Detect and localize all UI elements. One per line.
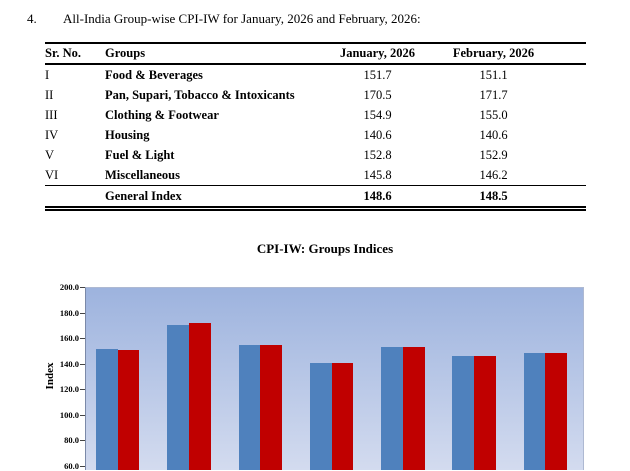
- cell-february: 171.7: [479, 87, 508, 102]
- section-heading-text: All-India Group-wise CPI-IW for January,…: [63, 11, 421, 26]
- y-tick-label: 180.0: [59, 307, 79, 318]
- cell-group: Food & Beverages: [105, 67, 203, 82]
- bar-series1-cat2: [167, 324, 189, 470]
- y-tick-label: 160.0: [59, 333, 79, 344]
- table-row: III Clothing & Footwear 154.9 155.0: [45, 105, 586, 125]
- y-tick-label: 200.0: [59, 282, 79, 292]
- cell-february: 146.2: [479, 167, 508, 182]
- y-tick-mark: [80, 338, 85, 340]
- cell-pad: [547, 165, 586, 186]
- col-header-srno: Sr. No.: [45, 43, 105, 65]
- y-axis-label: Index: [44, 362, 56, 390]
- cell-pad: [547, 125, 586, 145]
- cell-pad: [547, 85, 586, 105]
- bar-series1-cat5: [381, 347, 403, 470]
- cell-pad: [547, 105, 586, 125]
- y-tick-label: 80.0: [64, 435, 79, 446]
- cell-srno: I: [45, 67, 50, 82]
- bar-series2-cat5: [402, 347, 425, 470]
- cell-group: Pan, Supari, Tobacco & Intoxicants: [105, 87, 295, 102]
- cell-pad: [547, 64, 586, 85]
- bar-series2-cat4: [331, 362, 354, 470]
- cell-january: 170.5: [363, 87, 392, 102]
- table-row: VI Miscellaneous 145.8 146.2: [45, 165, 586, 186]
- footer-february-value: 148.5: [440, 185, 547, 211]
- y-tick-label: 100.0: [59, 409, 79, 420]
- table-row: I Food & Beverages 151.7 151.1: [45, 64, 586, 85]
- bar-series2-cat6: [474, 355, 496, 470]
- bar-series1-cat4: [309, 362, 332, 470]
- cell-january: 151.7: [363, 67, 392, 82]
- y-tick-label: 140.0: [59, 358, 79, 369]
- plot-area: [85, 287, 584, 470]
- table-row: V Fuel & Light 152.8 152.9: [45, 145, 586, 165]
- y-tick-mark: [80, 389, 85, 391]
- cell-february: 152.9: [479, 147, 508, 162]
- y-tick-mark: [80, 363, 85, 365]
- col-header-groups: Groups: [105, 43, 315, 65]
- cell-srno: III: [45, 107, 58, 122]
- cell-february: 151.1: [479, 67, 508, 82]
- bar-series2-cat7: [545, 352, 568, 470]
- col-header-february: February, 2026: [440, 43, 547, 65]
- cell-january: 152.8: [363, 147, 392, 162]
- chart-title: CPI-IW: Groups Indices: [256, 241, 394, 256]
- cell-pad: [547, 145, 586, 165]
- cell-srno: II: [45, 87, 54, 102]
- cell-group: Clothing & Footwear: [105, 107, 219, 122]
- cell-srno: VI: [45, 167, 59, 182]
- cell-january: 154.9: [363, 107, 392, 122]
- bar-series2-cat2: [188, 323, 211, 470]
- cell-february: 140.6: [479, 127, 508, 142]
- bar-series2-cat1: [117, 349, 140, 470]
- table-header: Sr. No. Groups January, 2026 February, 2…: [45, 43, 586, 65]
- bar-series2-cat3: [260, 344, 282, 470]
- cell-group: Housing: [105, 127, 150, 142]
- section-number: 4.: [27, 11, 37, 26]
- y-tick-mark: [80, 440, 85, 442]
- cell-srno: IV: [45, 127, 59, 142]
- y-tick-mark: [80, 312, 85, 314]
- cell-group: Fuel & Light: [105, 147, 175, 162]
- y-tick-mark: [80, 414, 85, 416]
- bar-series1-cat7: [523, 352, 546, 470]
- cell-january: 140.6: [363, 127, 392, 142]
- cell-srno: V: [45, 147, 55, 162]
- general-index-row: General Index 148.6 148.5: [45, 185, 586, 211]
- footer-january-value: 148.6: [315, 185, 440, 211]
- y-tick-mark: [80, 466, 85, 467]
- table-body: I Food & Beverages 151.7 151.1 II Pan, Supari…: [45, 64, 586, 186]
- cell-february: 155.0: [479, 107, 508, 122]
- table-footer: General Index 148.6 148.5: [45, 185, 586, 211]
- bar-series1-cat6: [452, 356, 475, 470]
- y-tick-label: 120.0: [59, 384, 79, 395]
- y-tick-mark: [80, 287, 85, 288]
- col-header-pad: [547, 43, 586, 65]
- table-row: II Pan, Supari, Tobacco & Intoxicants 170.…: [45, 85, 586, 105]
- cell-january: 145.8: [363, 167, 392, 182]
- footer-srno-cell: [45, 185, 105, 211]
- col-header-january: January, 2026: [315, 43, 440, 65]
- table-header-row: Sr. No. Groups January, 2026 February, 2…: [45, 43, 586, 65]
- footer-label: General Index: [105, 185, 315, 211]
- table-row: IV Housing 140.6 140.6: [45, 125, 586, 145]
- bar-series1-cat3: [238, 344, 261, 470]
- cpi-table: Sr. No. Groups January, 2026 February, 2…: [45, 42, 586, 211]
- footer-pad-cell: [547, 185, 586, 211]
- bar-series1-cat1: [96, 348, 118, 470]
- cell-group: Miscellaneous: [105, 167, 180, 182]
